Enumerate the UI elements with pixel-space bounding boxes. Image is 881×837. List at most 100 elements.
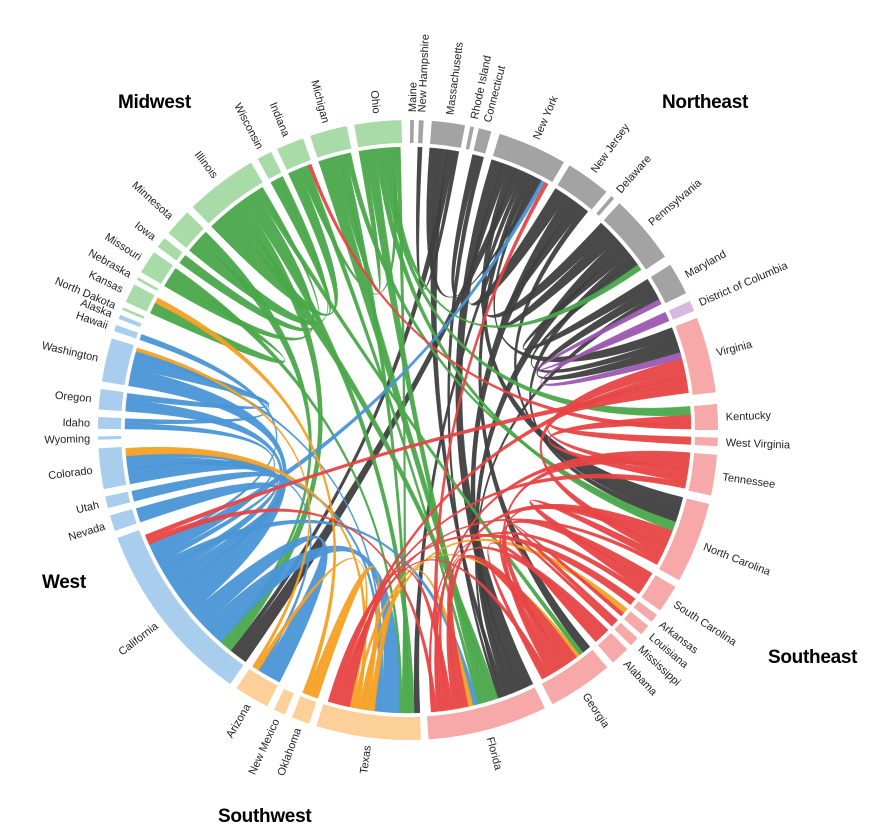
- chord-ribbon[interactable]: [329, 473, 687, 704]
- chord-ribbon[interactable]: [535, 299, 670, 371]
- state-arc-alaska[interactable]: [118, 314, 142, 328]
- state-arc-nevada[interactable]: [110, 509, 137, 531]
- chord-ribbon[interactable]: [135, 482, 283, 591]
- chord-ribbon[interactable]: [501, 202, 618, 327]
- state-arc-new-mexico[interactable]: [274, 688, 295, 715]
- chord-ribbon[interactable]: [179, 187, 320, 332]
- chord-ribbon[interactable]: [446, 503, 673, 710]
- chord-ribbon[interactable]: [428, 531, 642, 713]
- chord-ribbon[interactable]: [502, 456, 690, 676]
- chord-ribbon[interactable]: [154, 297, 336, 695]
- state-label-california: California: [116, 620, 161, 658]
- state-arc-district-of-columbia[interactable]: [668, 300, 695, 320]
- state-arc-delaware[interactable]: [596, 196, 615, 216]
- state-arc-oklahoma[interactable]: [291, 696, 317, 724]
- chord-ribbon[interactable]: [513, 523, 624, 624]
- state-arc-new-jersey[interactable]: [557, 165, 607, 210]
- state-arc-west-virginia[interactable]: [694, 437, 718, 447]
- state-arc-north-dakota[interactable]: [122, 307, 145, 319]
- state-arc-mississippi[interactable]: [614, 622, 638, 646]
- region-label-northeast: Northeast: [662, 92, 748, 113]
- state-arc-south-carolina[interactable]: [641, 575, 676, 611]
- state-arc-wisconsin[interactable]: [257, 151, 282, 179]
- state-arc-maryland[interactable]: [650, 264, 687, 304]
- chord-ribbon[interactable]: [126, 457, 382, 712]
- region-label-west: West: [42, 572, 86, 593]
- state-arc-nebraska[interactable]: [136, 277, 159, 291]
- chord-ribbon[interactable]: [548, 389, 692, 445]
- state-arc-california[interactable]: [117, 530, 244, 684]
- state-arc-arizona[interactable]: [236, 669, 278, 707]
- state-label-illinois: Illinois: [192, 149, 220, 181]
- chord-ribbon[interactable]: [302, 164, 481, 705]
- state-arc-washington[interactable]: [101, 338, 134, 386]
- chord-ribbon[interactable]: [539, 358, 685, 555]
- chord-ribbon[interactable]: [223, 200, 323, 651]
- chord-ribbon[interactable]: [144, 382, 689, 540]
- chord-ribbon[interactable]: [234, 168, 523, 663]
- state-arc-idaho[interactable]: [98, 417, 122, 429]
- state-arc-ohio[interactable]: [354, 120, 402, 148]
- state-arc-wyoming[interactable]: [98, 436, 122, 440]
- state-arc-florida[interactable]: [427, 687, 545, 740]
- chord-ribbon[interactable]: [307, 163, 692, 430]
- state-arc-utah[interactable]: [105, 491, 131, 509]
- state-arcs: [98, 120, 718, 741]
- state-label-maryland: Maryland: [683, 248, 728, 281]
- chord-ribbon[interactable]: [327, 533, 636, 703]
- chord-ribbon[interactable]: [336, 518, 660, 705]
- state-arc-colorado[interactable]: [98, 447, 127, 490]
- chord-ribbon[interactable]: [433, 182, 549, 712]
- state-arc-iowa[interactable]: [157, 238, 183, 261]
- state-arc-virginia[interactable]: [675, 317, 716, 396]
- state-arc-louisiana[interactable]: [623, 611, 649, 635]
- state-arc-rhode-island[interactable]: [465, 126, 475, 150]
- state-arc-kentucky[interactable]: [693, 404, 718, 430]
- state-arc-new-hampshire[interactable]: [418, 120, 424, 144]
- chord-ribbon[interactable]: [146, 508, 438, 713]
- state-arc-arkansas[interactable]: [633, 601, 657, 622]
- chord-ribbon[interactable]: [475, 294, 660, 698]
- state-arc-oregon[interactable]: [98, 389, 124, 411]
- chord-ribbon[interactable]: [481, 165, 684, 512]
- chord-ribbon[interactable]: [506, 531, 615, 643]
- chord-ribbon[interactable]: [480, 170, 610, 318]
- state-arc-kansas[interactable]: [125, 284, 155, 312]
- chord-ribbon[interactable]: [197, 231, 312, 645]
- chord-ribbon[interactable]: [416, 146, 460, 290]
- state-arc-indiana[interactable]: [276, 138, 311, 170]
- state-arc-texas[interactable]: [316, 704, 421, 741]
- chord-ribbon[interactable]: [172, 268, 403, 714]
- state-arc-alabama[interactable]: [597, 632, 628, 663]
- chord-ribbon[interactable]: [135, 347, 311, 669]
- state-arc-maine[interactable]: [410, 120, 414, 144]
- state-label-oregon: Oregon: [54, 390, 92, 406]
- chord-ribbon[interactable]: [522, 248, 653, 351]
- state-arc-hawaii[interactable]: [114, 324, 138, 339]
- state-arc-north-carolina[interactable]: [659, 498, 710, 581]
- chord-ribbon[interactable]: [339, 559, 551, 706]
- chord-ribbon[interactable]: [447, 155, 501, 699]
- state-label-colorado: Colorado: [48, 465, 94, 483]
- state-arc-minnesota[interactable]: [168, 212, 204, 248]
- state-arc-massachusetts[interactable]: [430, 120, 466, 148]
- state-arc-illinois[interactable]: [192, 162, 263, 224]
- chord-ribbon[interactable]: [514, 207, 680, 517]
- state-arc-tennessee[interactable]: [688, 453, 717, 496]
- chord-ribbon[interactable]: [529, 499, 663, 590]
- state-arc-pennsylvania[interactable]: [603, 203, 665, 270]
- region-label-southwest: Southwest: [218, 806, 312, 827]
- state-arc-new-york[interactable]: [492, 133, 564, 182]
- chord-ribbon[interactable]: [430, 148, 507, 697]
- state-arc-michigan[interactable]: [310, 126, 352, 158]
- chord-ribbon[interactable]: [150, 180, 546, 555]
- chord-ribbon[interactable]: [434, 450, 691, 712]
- state-arc-connecticut[interactable]: [473, 128, 492, 154]
- chord-ribbon[interactable]: [158, 519, 478, 706]
- chord-ribbon[interactable]: [230, 149, 455, 654]
- chord-ribbon[interactable]: [203, 545, 400, 714]
- state-arc-georgia[interactable]: [541, 649, 608, 705]
- chord-ribbon[interactable]: [531, 259, 678, 373]
- state-arc-missouri[interactable]: [141, 252, 173, 284]
